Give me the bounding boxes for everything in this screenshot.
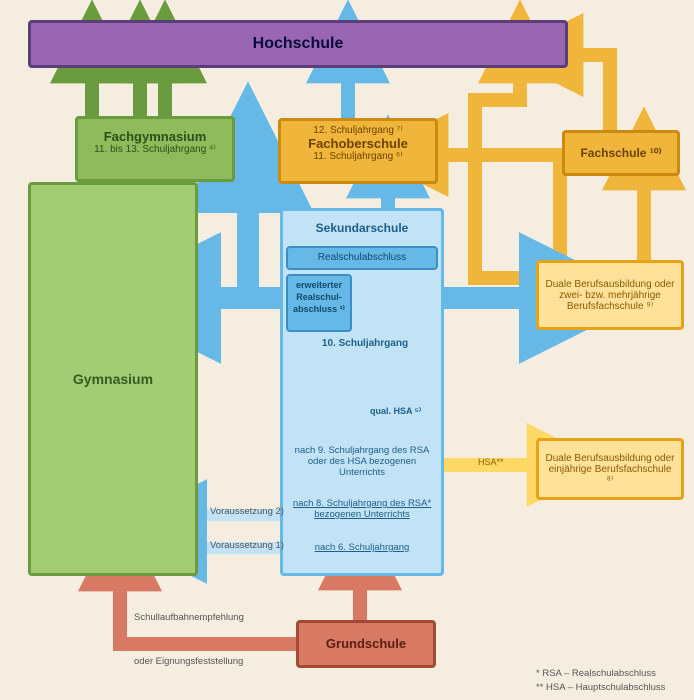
node-fachoberschule: 12. Schuljahrgang ⁷⁾ Fachoberschule 11. … [278,118,438,184]
node-erw-rsa: erweiterter Realschul- abschluss ³⁾ [286,274,352,332]
label-fachschule: Fachschule ¹⁰⁾ [580,146,661,160]
label-sekundarschule: Sekundarschule [283,221,441,235]
label-grundschule: Grundschule [326,636,406,651]
node-fachgymnasium: Fachgymnasium 11. bis 13. Schuljahrgang … [75,116,235,182]
note-voraussetzung1: Voraussetzung 1) [210,540,284,551]
label-nach6: nach 6. Schuljahrgang [315,542,410,553]
note-schullaufbahn: Schullaufbahnempfehlung [134,612,244,623]
node-nach8: nach 8. Schuljahrgang des RSA* bezogenen… [292,498,432,520]
node-nach6: nach 6. Schuljahrgang [292,542,432,553]
node-gymnasium: Gymnasium [28,182,198,576]
label-nach8: nach 8. Schuljahrgang des RSA* bezogenen… [293,498,431,520]
node-grundschule: Grundschule [296,620,436,668]
note-eignung: oder Eignungsfeststellung [134,656,243,667]
node-qual-hsa: qual. HSA ⁵⁾ [370,406,421,417]
label-erw-rsa: erweiterter Realschul- abschluss ³⁾ [293,280,345,314]
node-nach9: nach 9. Schuljahrgang des RSA oder des H… [292,445,432,478]
sub-fachoberschule: 11. Schuljahrgang ⁶⁾ [281,151,435,162]
label-dual-mehr: Duale Berufsausbildung oder zwei- bzw. m… [545,279,675,312]
note-voraussetzung2: Voraussetzung 2) [210,506,284,517]
node-realschulabschluss: Realschulabschluss [286,246,438,270]
node-dual-mehr: Duale Berufsausbildung oder zwei- bzw. m… [536,260,684,330]
footnote-rsa: * RSA – Realschulabschluss [536,668,656,679]
label-hochschule: Hochschule [253,35,344,52]
label-gymnasium: Gymnasium [73,371,153,387]
label-jg10: 10. Schuljahrgang [322,338,408,349]
node-hochschule: Hochschule [28,20,568,68]
pre-fachoberschule: 12. Schuljahrgang ⁷⁾ [281,125,435,136]
node-dual-ein: Duale Berufsausbildung oder einjährige B… [536,438,684,500]
label-nach9: nach 9. Schuljahrgang des RSA oder des H… [295,445,430,478]
node-fachschule: Fachschule ¹⁰⁾ [562,130,680,176]
note-hsa: HSA** [478,457,504,467]
label-fachoberschule: Fachoberschule [281,136,435,151]
sub-fachgymnasium: 11. bis 13. Schuljahrgang ⁴⁾ [78,144,232,155]
label-qualhsa: qual. HSA ⁵⁾ [370,406,421,416]
footnote-hsa: ** HSA – Hauptschulabschluss [536,682,665,693]
node-jahrgang10: 10. Schuljahrgang [300,338,430,349]
label-fachgymnasium: Fachgymnasium [78,129,232,144]
label-rsa: Realschulabschluss [318,252,406,263]
label-dual-ein: Duale Berufsausbildung oder einjährige B… [545,453,675,486]
